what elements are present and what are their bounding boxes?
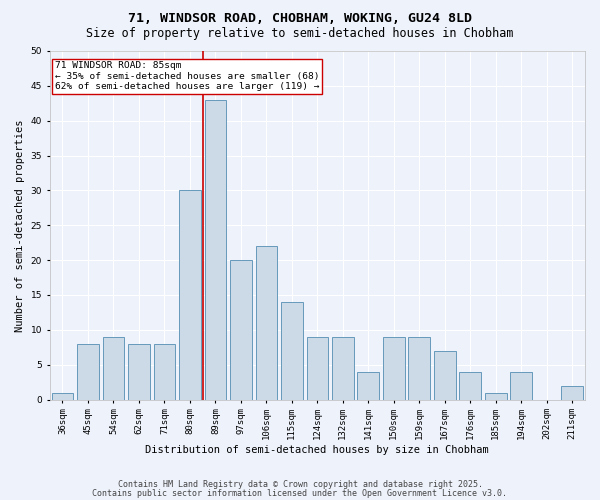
Bar: [128, 344, 150, 400]
Text: Size of property relative to semi-detached houses in Chobham: Size of property relative to semi-detach…: [86, 28, 514, 40]
Bar: [358, 372, 379, 400]
Bar: [205, 100, 226, 400]
Bar: [332, 337, 353, 400]
Bar: [562, 386, 583, 400]
Text: 71, WINDSOR ROAD, CHOBHAM, WOKING, GU24 8LD: 71, WINDSOR ROAD, CHOBHAM, WOKING, GU24 …: [128, 12, 472, 26]
Bar: [154, 344, 175, 400]
Bar: [307, 337, 328, 400]
Bar: [460, 372, 481, 400]
Y-axis label: Number of semi-detached properties: Number of semi-detached properties: [15, 119, 25, 332]
Bar: [103, 337, 124, 400]
Text: Contains public sector information licensed under the Open Government Licence v3: Contains public sector information licen…: [92, 490, 508, 498]
Bar: [179, 190, 201, 400]
Text: 71 WINDSOR ROAD: 85sqm
← 35% of semi-detached houses are smaller (68)
62% of sem: 71 WINDSOR ROAD: 85sqm ← 35% of semi-det…: [55, 62, 320, 92]
Bar: [256, 246, 277, 400]
X-axis label: Distribution of semi-detached houses by size in Chobham: Distribution of semi-detached houses by …: [145, 445, 489, 455]
Bar: [281, 302, 302, 400]
Bar: [77, 344, 99, 400]
Bar: [434, 351, 455, 400]
Bar: [230, 260, 252, 400]
Bar: [52, 392, 73, 400]
Bar: [511, 372, 532, 400]
Text: Contains HM Land Registry data © Crown copyright and database right 2025.: Contains HM Land Registry data © Crown c…: [118, 480, 482, 489]
Bar: [383, 337, 404, 400]
Bar: [409, 337, 430, 400]
Bar: [485, 392, 506, 400]
